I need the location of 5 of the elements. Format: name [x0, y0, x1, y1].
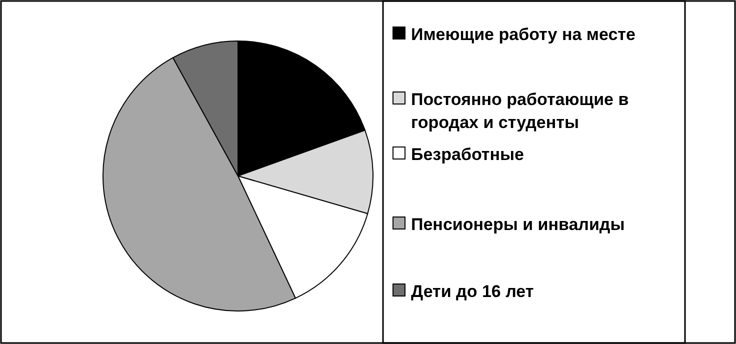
legend-label: Дети до 16 лет	[411, 282, 534, 301]
legend-label: Имеющие работу на месте	[411, 25, 636, 44]
legend-label: Безработные	[411, 145, 524, 164]
legend-label: Пенсионеры и инвалиды	[411, 215, 625, 234]
legend-label: Постоянно работающие в городах и студенты	[411, 90, 629, 132]
